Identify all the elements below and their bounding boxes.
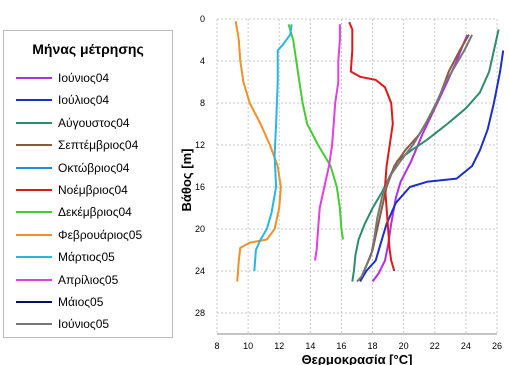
y-tick-label: 20 xyxy=(195,224,205,234)
legend-label: Αύγουστος04 xyxy=(58,115,130,130)
x-tick-label: 14 xyxy=(305,341,315,351)
legend-swatch xyxy=(16,256,52,259)
legend-item: Απρίλιος05 xyxy=(16,271,118,289)
y-tick-label: 8 xyxy=(200,98,205,108)
x-tick-label: 8 xyxy=(214,341,219,351)
series-line-Φεβρουάριος05 xyxy=(234,20,282,282)
legend-swatch xyxy=(16,233,52,236)
legend-label: Ιούνιος05 xyxy=(58,317,110,332)
legend-label: Νοέμβριος04 xyxy=(58,183,128,197)
legend-swatch xyxy=(16,77,52,79)
legend-item: Δεκέμβριος04 xyxy=(16,203,132,221)
legend: Μήνας μέτρησης Ιούνιος04 Ιούλιος04 Αύγουστ… xyxy=(3,30,173,338)
legend-item: Ιούνιος05 xyxy=(16,315,109,333)
legend-swatch xyxy=(16,144,52,147)
y-axis-title: Βάθος [m] xyxy=(179,149,194,212)
series-line-Δεκέμβριος04 xyxy=(287,24,344,240)
y-tick-label: 4 xyxy=(200,56,205,66)
legend-swatch xyxy=(16,121,52,124)
series-line-Νοέμβριος04 xyxy=(348,21,396,272)
legend-label: Μάρτιος05 xyxy=(58,250,115,265)
x-tick-label: 16 xyxy=(336,341,346,351)
legend-item: Ιούνιος04 xyxy=(16,69,109,87)
x-tick-label: 22 xyxy=(430,341,440,351)
x-axis-ticks: 8 10 12 14 16 18 20 22 24 26 xyxy=(214,341,502,351)
legend-item: Φεβρουάριος05 xyxy=(16,226,142,244)
legend-item: Οκτώβριος04 xyxy=(16,159,129,177)
y-tick-label: 24 xyxy=(195,266,205,276)
legend-item: Νοέμβριος04 xyxy=(16,181,128,199)
legend-item: Σεπτέμβριος04 xyxy=(16,136,138,154)
legend-item: Αύγουστος04 xyxy=(16,114,130,132)
legend-swatch xyxy=(16,189,52,191)
series-line-Ιούλιος04 xyxy=(359,50,505,283)
legend-label: Ιούλιος04 xyxy=(58,93,110,108)
legend-item: Μάρτιος05 xyxy=(16,248,115,266)
legend-swatch xyxy=(16,211,52,214)
x-tick-label: 26 xyxy=(492,341,502,351)
legend-label: Φεβρουάριος05 xyxy=(58,227,143,242)
legend-swatch xyxy=(16,166,52,169)
legend-item: Ιούλιος04 xyxy=(16,91,109,109)
legend-item: Μάιος05 xyxy=(16,293,103,311)
series-line-Μάρτιος05 xyxy=(253,24,293,272)
legend-label: Δεκέμβριος04 xyxy=(58,205,132,220)
legend-swatch xyxy=(16,99,52,102)
legend-swatch xyxy=(16,301,52,303)
legend-label: Ιούνιος04 xyxy=(58,71,110,85)
x-tick-label: 18 xyxy=(368,341,378,351)
legend-swatch xyxy=(16,323,52,326)
x-tick-label: 20 xyxy=(399,341,409,351)
legend-label: Οκτώβριος04 xyxy=(58,160,130,175)
legend-label: Σεπτέμβριος04 xyxy=(58,138,139,153)
x-tick-label: 24 xyxy=(461,341,471,351)
series-line-Απρίλιος05 xyxy=(314,24,341,261)
y-tick-label: 16 xyxy=(195,182,205,192)
legend-label: Μάιος05 xyxy=(58,295,104,309)
x-axis-title: Θερμοκρασία [°C] xyxy=(302,352,413,365)
legend-title: Μήνας μέτρησης xyxy=(32,41,144,57)
y-axis-ticks: 0 4 8 12 16 20 24 28 xyxy=(195,14,205,318)
legend-swatch xyxy=(16,278,52,281)
y-tick-label: 0 xyxy=(200,14,205,24)
y-tick-label: 12 xyxy=(195,140,205,150)
x-tick-label: 12 xyxy=(274,341,284,351)
x-tick-label: 10 xyxy=(243,341,253,351)
series-lines xyxy=(234,20,505,283)
y-tick-label: 28 xyxy=(195,308,205,318)
series-line-Ιούνιος05 xyxy=(356,34,473,283)
legend-label: Απρίλιος05 xyxy=(58,272,119,287)
